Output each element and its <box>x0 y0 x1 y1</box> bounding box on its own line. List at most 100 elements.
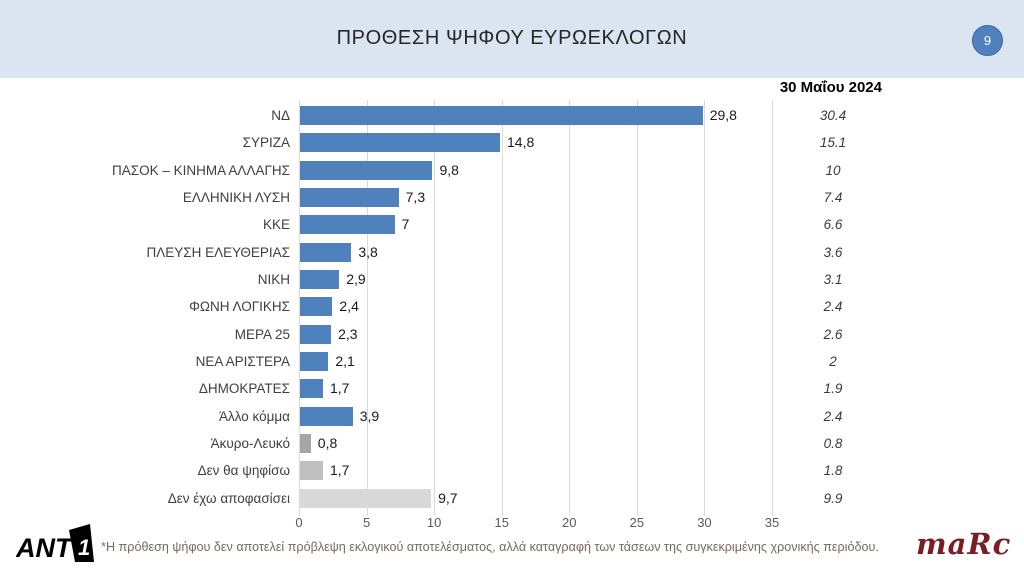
ant1-logo: ANT 1 <box>15 524 100 573</box>
chart-row: ΕΛΛΗΝΙΚΗ ΛΥΣΗ 7,3 7.4 <box>0 184 1024 211</box>
chart-row: ΠΑΣΟΚ – ΚΙΝΗΜΑ ΑΛΛΑΓΗΣ 9,8 10 <box>0 157 1024 184</box>
chart-row: ΣΥΡΙΖΑ 14,8 15.1 <box>0 129 1024 156</box>
gridline <box>704 100 706 516</box>
category-label: Άλλο κόμμα <box>218 408 290 424</box>
chart-row: ΔΗΜΟΚΡΑΤΕΣ 1,7 1.9 <box>0 375 1024 402</box>
category-label: ΝΙΚΗ <box>257 271 290 287</box>
bar-value-label: 29,8 <box>709 107 737 123</box>
bar <box>300 133 500 153</box>
bar <box>300 324 332 344</box>
date-column-header: 30 Μαΐου 2024 <box>779 79 882 96</box>
date-column-value: 30.4 <box>819 108 847 123</box>
category-label: ΝΕΑ ΑΡΙΣΤΕΡΑ <box>195 353 290 369</box>
bar-value-label: 2,9 <box>346 270 366 287</box>
category-label: ΝΔ <box>271 108 290 123</box>
gridline <box>636 100 638 516</box>
gridline <box>772 100 773 516</box>
date-column-value: 3.6 <box>823 244 843 260</box>
bar-value-label: 7 <box>401 216 410 233</box>
date-column-value: 0.8 <box>823 435 843 451</box>
category-label: Δεν θα ψηφίσω <box>197 463 290 479</box>
svg-text:1: 1 <box>78 535 90 560</box>
date-column-value: 7.4 <box>823 189 843 205</box>
bar-value-label: 2,4 <box>339 298 359 315</box>
category-label: ΕΛΛΗΝΙΚΗ ΛΥΣΗ <box>182 189 290 205</box>
bar <box>300 187 399 207</box>
date-column-value: 9.9 <box>823 490 843 506</box>
bar <box>300 106 703 125</box>
bar-value-label: 7,3 <box>405 188 426 205</box>
date-column-value: 6.6 <box>823 217 843 233</box>
x-axis-tick: 30 <box>697 515 712 530</box>
gridline <box>299 100 300 516</box>
ant1-flag-shape <box>69 524 94 562</box>
chart-row: Δεν θα ψηφίσω 1,7 1.8 <box>0 457 1024 484</box>
bar-value-label: 2,1 <box>335 352 355 369</box>
bar <box>300 406 353 426</box>
x-axis-tick: 0 <box>295 515 303 530</box>
category-label: ΠΛΕΥΣΗ ΕΛΕΥΘΕΡΙΑΣ <box>146 244 290 260</box>
chart-row: Άκυρο-Λευκό 0,8 0.8 <box>0 430 1024 457</box>
bar-value-label: 3,9 <box>359 407 380 424</box>
footnote: *Η πρόθεση ψήφου δεν αποτελεί πρόβλεψη ε… <box>101 540 879 554</box>
bar <box>300 297 333 317</box>
marc-logo: maRc <box>916 527 1012 561</box>
bar <box>300 242 352 262</box>
page-title: ΠΡΟΘΕΣΗ ΨΗΦΟΥ ΕΥΡΩΕΚΛΟΓΩΝ <box>336 27 688 49</box>
x-axis-tick: 35 <box>764 515 780 530</box>
bar-value-label: 1,7 <box>329 380 350 397</box>
gridline <box>501 100 503 516</box>
ant1-logo-icon: ANT 1 <box>15 524 94 563</box>
header-bar <box>0 0 1024 78</box>
date-column-value: 10 <box>825 162 841 178</box>
bar <box>300 461 323 481</box>
bar-value-label: 9,8 <box>439 161 459 178</box>
bar-value-label: 9,7 <box>438 489 458 506</box>
gridline <box>434 100 436 516</box>
date-column-value: 2.6 <box>823 326 843 342</box>
x-axis-tick: 25 <box>629 515 645 530</box>
bar-value-label: 1,7 <box>329 462 350 479</box>
category-label: ΜΕΡΑ 25 <box>234 326 290 342</box>
category-label: Δεν έχω αποφασίσει <box>167 490 290 506</box>
bar <box>300 433 311 453</box>
chart-row: ΝΔ 29,8 30.4 <box>0 102 1024 129</box>
gridline <box>569 100 571 516</box>
x-axis-tick: 20 <box>562 515 577 530</box>
date-column-value: 2.4 <box>823 408 843 424</box>
chart-row: Δεν έχω αποφασίσει 9,7 9.9 <box>0 485 1024 512</box>
chart-row: ΝΕΑ ΑΡΙΣΤΕΡΑ 2,1 2 <box>0 348 1024 375</box>
bar <box>300 215 395 235</box>
date-column-value: 1.9 <box>823 381 843 397</box>
chart-row: ΠΛΕΥΣΗ ΕΛΕΥΘΕΡΙΑΣ 3,8 3.6 <box>0 239 1024 266</box>
chart-row: ΝΙΚΗ 2,9 3.1 <box>0 266 1024 293</box>
bar <box>300 379 323 399</box>
bar-value-label: 2,3 <box>338 325 358 342</box>
bar <box>300 160 433 180</box>
category-label: ΣΥΡΙΖΑ <box>242 135 290 151</box>
date-column-value: 2 <box>829 353 837 369</box>
category-label: Άκυρο-Λευκό <box>210 435 290 451</box>
bar-value-label: 0,8 <box>317 434 338 451</box>
x-axis-tick: 10 <box>426 515 442 530</box>
category-label: ΔΗΜΟΚΡΑΤΕΣ <box>198 381 290 397</box>
bar-value-label: 3,8 <box>358 243 378 260</box>
bar <box>300 269 340 289</box>
x-axis-tick: 5 <box>362 515 371 530</box>
category-label: ΦΩΝΗ ΛΟΓΙΚΗΣ <box>189 299 290 315</box>
bar <box>300 351 329 371</box>
bar-value-label: 14,8 <box>507 134 535 151</box>
date-column-value: 3.1 <box>823 271 843 287</box>
category-label: ΚΚΕ <box>262 217 290 233</box>
page-number-badge: 9 <box>972 25 1003 56</box>
category-label: ΠΑΣΟΚ – ΚΙΝΗΜΑ ΑΛΛΑΓΗΣ <box>112 162 290 178</box>
date-column-value: 15.1 <box>819 135 847 151</box>
date-column-value: 1.8 <box>823 463 843 479</box>
date-column-value: 2.4 <box>823 299 843 315</box>
gridline <box>366 100 368 516</box>
chart-row: ΚΚΕ 7 6.6 <box>0 211 1024 238</box>
x-axis-tick: 15 <box>494 515 509 530</box>
svg-text:ANT: ANT <box>16 533 74 563</box>
bar <box>300 488 432 508</box>
chart-row: ΦΩΝΗ ΛΟΓΙΚΗΣ 2,4 2.4 <box>0 293 1024 320</box>
